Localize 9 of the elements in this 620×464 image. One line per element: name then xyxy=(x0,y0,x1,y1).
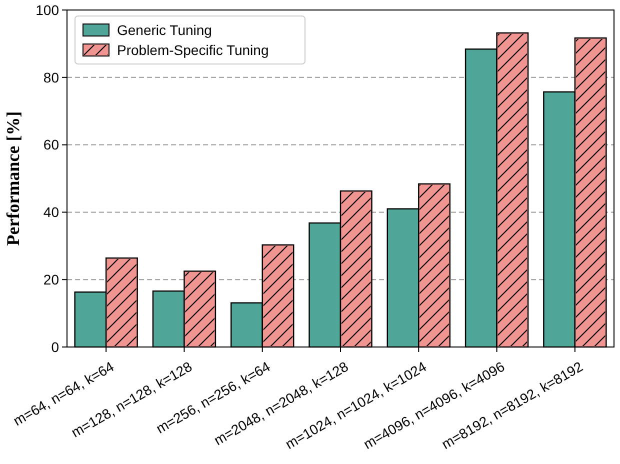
y-tick-label: 80 xyxy=(43,69,60,86)
y-tick-label: 0 xyxy=(51,338,60,355)
legend-label: Generic Tuning xyxy=(117,22,212,38)
legend-label: Problem-Specific Tuning xyxy=(117,42,269,58)
y-axis-title: Performance [%] xyxy=(3,111,23,246)
y-tick-label: 100 xyxy=(36,2,60,18)
y-tick-label: 40 xyxy=(43,204,60,220)
y-tick-label: 60 xyxy=(43,136,60,153)
y-tick-label: 20 xyxy=(43,272,60,288)
